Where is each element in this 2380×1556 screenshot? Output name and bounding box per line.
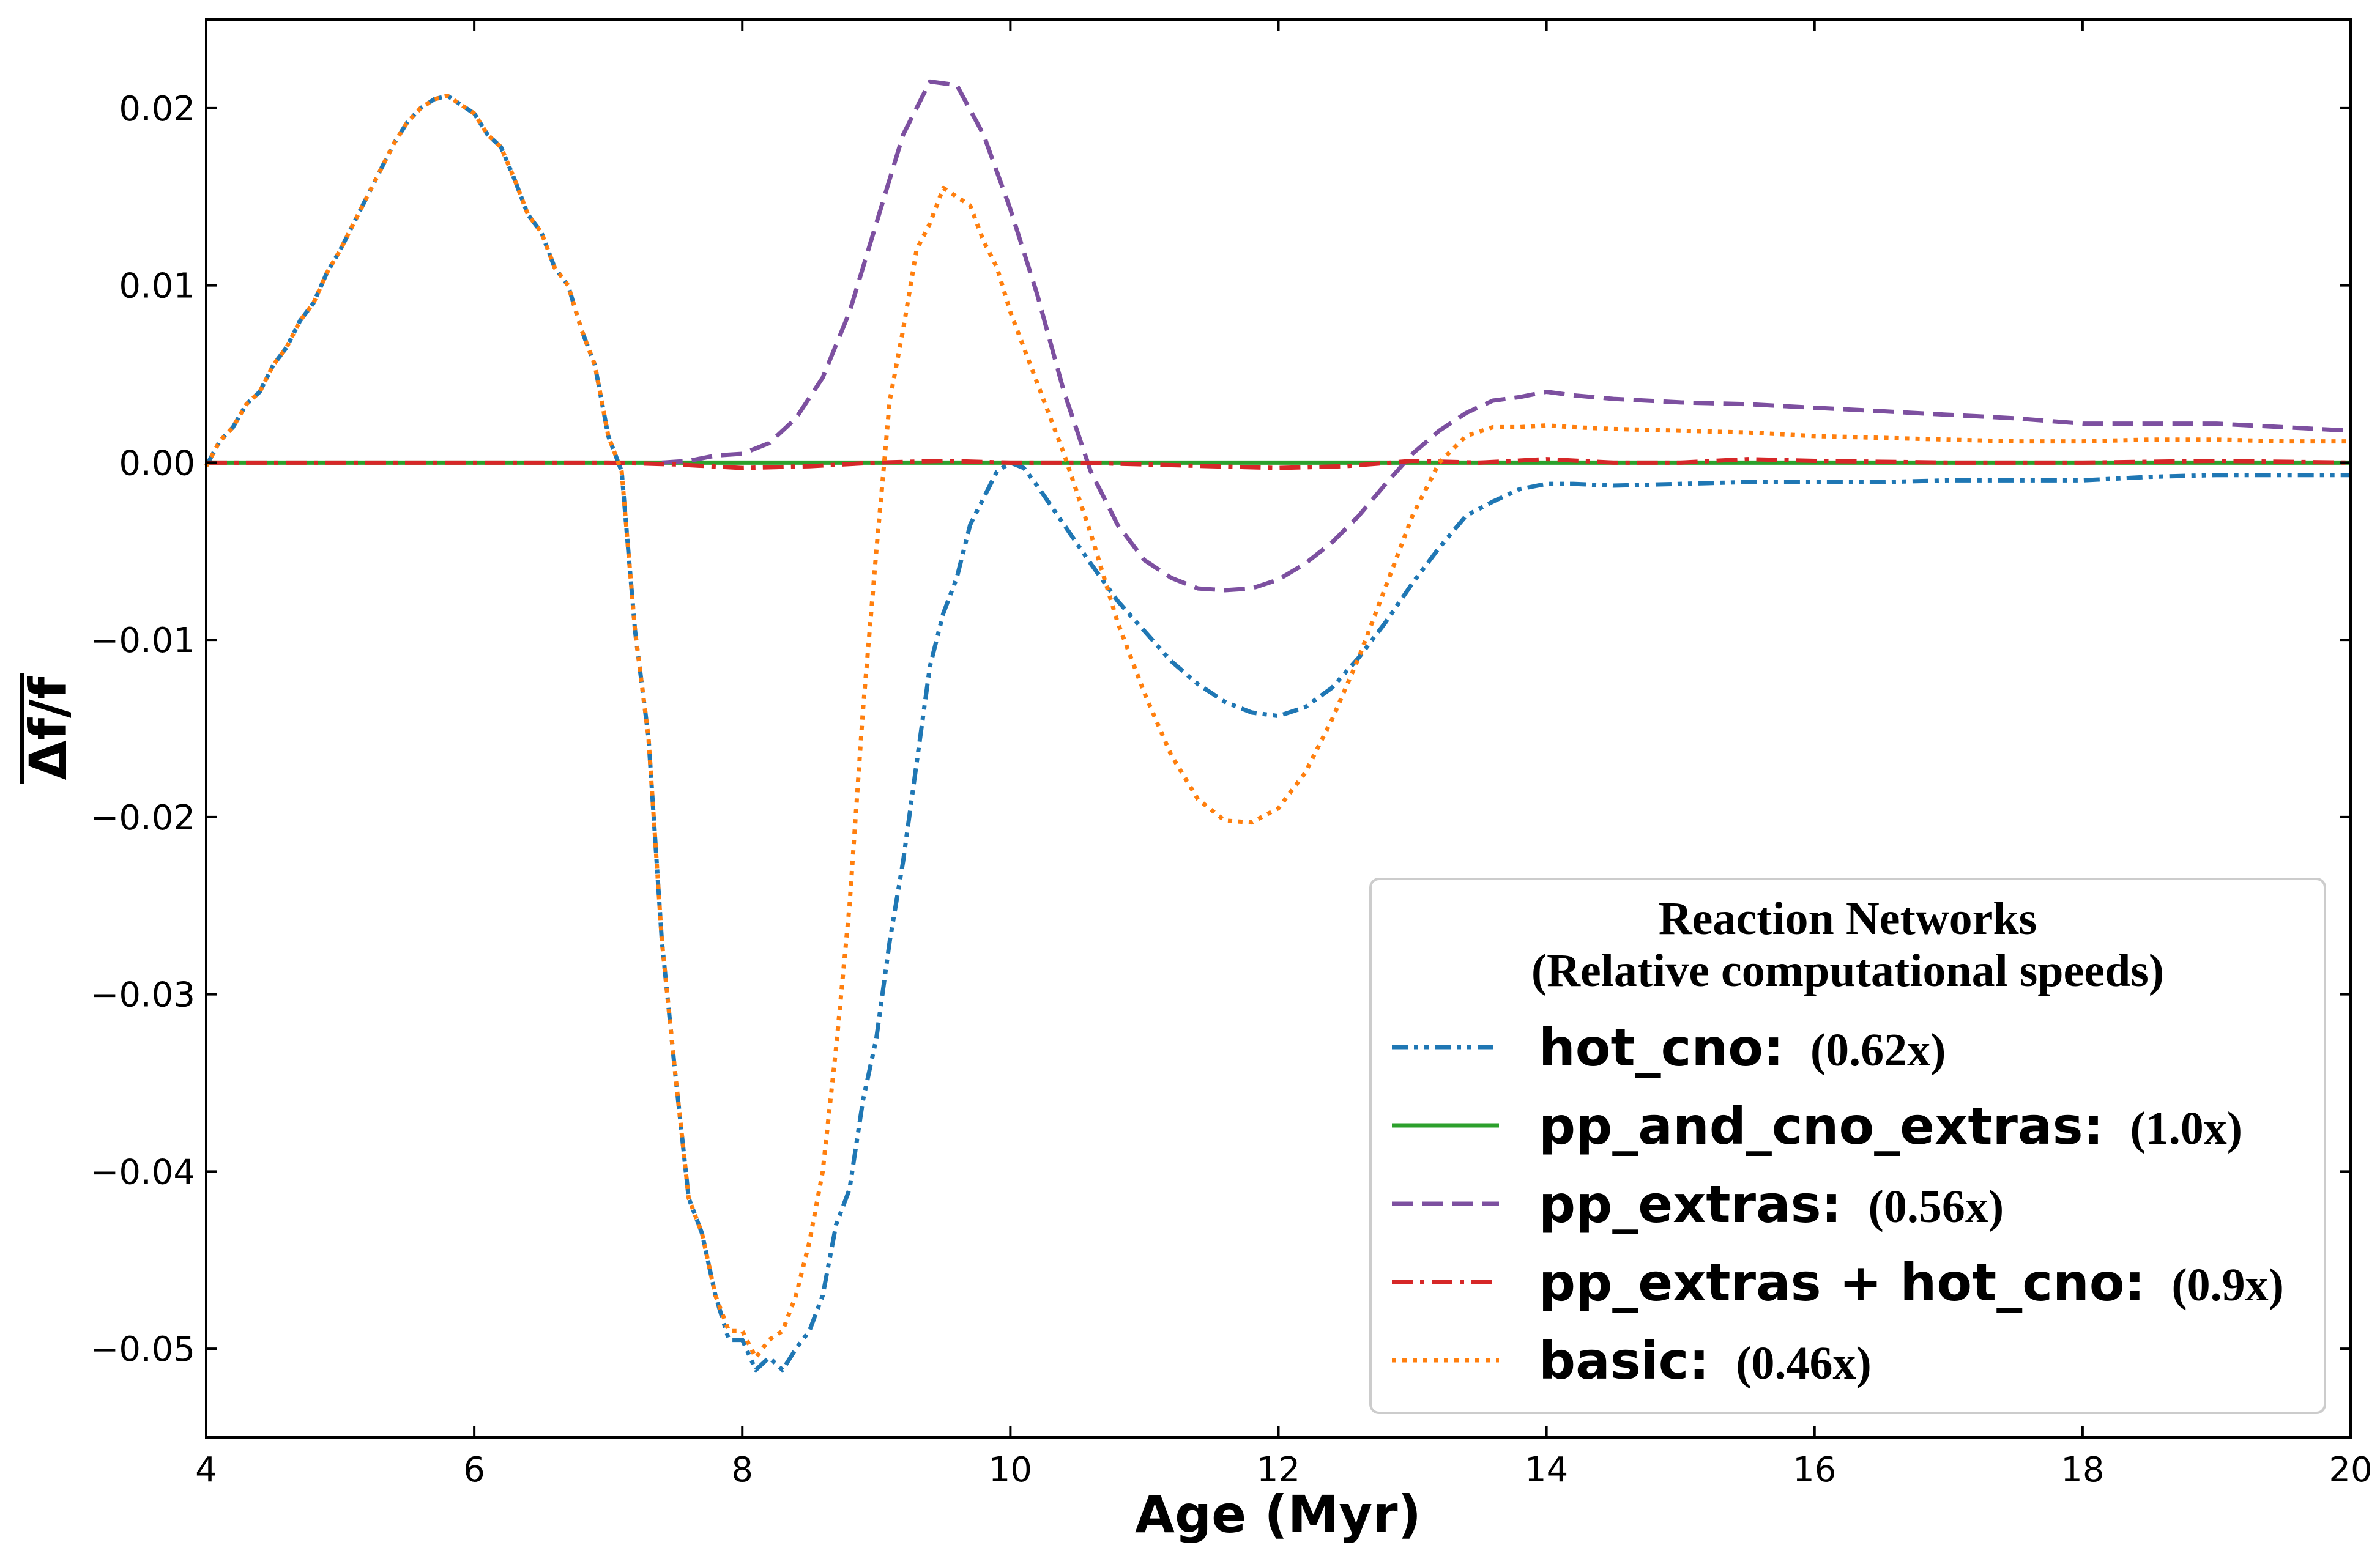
series-layer bbox=[204, 79, 2351, 1373]
y-tick-label-2: 0.00 bbox=[119, 443, 195, 483]
legend-label-basic: basic: (0.46x) bbox=[1539, 1331, 1872, 1391]
y-tick-label-0: 0.02 bbox=[119, 89, 195, 129]
y-tick-label-4: −0.02 bbox=[90, 798, 195, 838]
x-tick-label-2: 8 bbox=[731, 1450, 753, 1490]
x-tick-label-8: 20 bbox=[2329, 1450, 2372, 1490]
legend-label-pp-extras: pp_extras: (0.56x) bbox=[1539, 1174, 2004, 1234]
legend: Reaction Networks (Relative computationa… bbox=[1369, 878, 2326, 1414]
legend-box bbox=[1369, 878, 2326, 1414]
legend-speed-pp-extras-hot-cno: (0.9x) bbox=[2171, 1259, 2284, 1311]
x-tick-label-4: 12 bbox=[1257, 1450, 1300, 1490]
legend-title-line1: Reaction Networks bbox=[1659, 893, 2037, 944]
x-tick-label-1: 6 bbox=[463, 1450, 485, 1490]
x-tick-label-7: 18 bbox=[2061, 1450, 2104, 1490]
legend-name-pp-extras: pp_extras: bbox=[1539, 1174, 1860, 1234]
legend-label-pp-and-cno-extras: pp_and_cno_extras: (1.0x) bbox=[1539, 1096, 2242, 1156]
x-tick-label-0: 4 bbox=[195, 1450, 217, 1490]
x-axis-title: Age (Myr) bbox=[1135, 1484, 1421, 1544]
ticks-layer: 4 6 8 10 12 14 16 18 20 0.02 0.01 0.00 −0.01 −0.02 −0.… bbox=[90, 20, 2373, 1490]
legend-name-pp-and-cno-extras: pp_and_cno_extras: bbox=[1539, 1096, 2121, 1156]
y-axis-title-group: Δf/f bbox=[18, 673, 78, 784]
legend-label-pp-extras-hot-cno: pp_extras + hot_cno: (0.9x) bbox=[1539, 1253, 2284, 1313]
y-axis-title: Δf/f bbox=[18, 676, 78, 780]
y-tick-label-1: 0.01 bbox=[119, 267, 195, 306]
x-tick-label-6: 16 bbox=[1793, 1450, 1836, 1490]
y-tick-label-6: −0.04 bbox=[90, 1152, 195, 1192]
legend-name-pp-extras-hot-cno: pp_extras + hot_cno: bbox=[1539, 1253, 2163, 1313]
legend-label-hot-cno: hot_cno: (0.62x) bbox=[1539, 1018, 1946, 1078]
legend-name-hot-cno: hot_cno: bbox=[1539, 1018, 1802, 1078]
legend-entries: hot_cno: (0.62x) pp_and_cno_extras: (1.0x… bbox=[1392, 1018, 2284, 1391]
legend-title-line2: (Relative computational speeds) bbox=[1531, 945, 2164, 996]
legend-name-basic: basic: bbox=[1539, 1331, 1727, 1391]
x-tick-label-3: 10 bbox=[989, 1450, 1032, 1490]
y-tick-label-7: −0.05 bbox=[90, 1330, 195, 1369]
y-tick-label-3: −0.01 bbox=[90, 621, 195, 661]
legend-speed-hot-cno: (0.62x) bbox=[1810, 1024, 1946, 1076]
series-line-pp-extras-hot-cno bbox=[206, 457, 2351, 470]
legend-speed-pp-and-cno-extras: (1.0x) bbox=[2130, 1103, 2242, 1154]
legend-speed-basic: (0.46x) bbox=[1736, 1338, 1872, 1389]
x-tick-label-5: 14 bbox=[1525, 1450, 1568, 1490]
series-line-basic bbox=[204, 94, 2351, 1360]
series-line-hot-cno bbox=[204, 94, 2351, 1373]
legend-speed-pp-extras: (0.56x) bbox=[1869, 1181, 2004, 1232]
y-tick-label-5: −0.03 bbox=[90, 976, 195, 1015]
